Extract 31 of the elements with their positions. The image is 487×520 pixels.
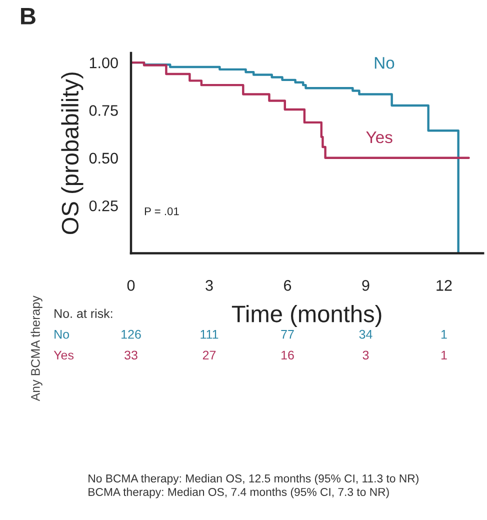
- x-axis-title: Time (months): [232, 304, 382, 327]
- y-tick-label: 1.00: [90, 57, 118, 68]
- x-tick-label: 3: [206, 280, 213, 291]
- y-tick-label: 0.25: [89, 200, 118, 212]
- text: 111: [200, 330, 218, 339]
- text: No. at risk:: [54, 308, 112, 318]
- text: 1: [441, 330, 447, 339]
- text: 33: [124, 350, 138, 360]
- text: 34: [359, 330, 372, 339]
- text: No: [54, 330, 70, 339]
- x-tick-label: 6: [284, 280, 292, 291]
- x-tick-label: 0: [127, 280, 135, 291]
- series-label: Yes: [366, 132, 392, 144]
- text: 3: [362, 350, 369, 360]
- text: Yes: [54, 350, 74, 360]
- text: Any BCMA therapy: [30, 296, 42, 402]
- chart-title: B: [21, 8, 36, 24]
- y-tick-label: 0.75: [89, 105, 118, 116]
- text: 16: [281, 350, 294, 360]
- y-axis-title: OS (probability): [61, 72, 84, 234]
- annotation: P = .01: [144, 207, 179, 216]
- text: 1: [441, 350, 447, 360]
- x-tick-label: 12: [436, 280, 452, 291]
- text: 27: [202, 350, 216, 360]
- text: 77: [281, 330, 294, 339]
- y-tick-label: 0.50: [89, 152, 118, 164]
- text: 126: [122, 330, 141, 339]
- series-label: No: [374, 57, 394, 69]
- text: No BCMA therapy: Median OS, 12.5 months (95% CI, 11.3 to NR): [88, 474, 418, 485]
- x-tick-label: 9: [362, 280, 370, 291]
- text: BCMA therapy: Median OS, 7.4 months (95% CI, 7.3 to NR): [88, 488, 389, 498]
